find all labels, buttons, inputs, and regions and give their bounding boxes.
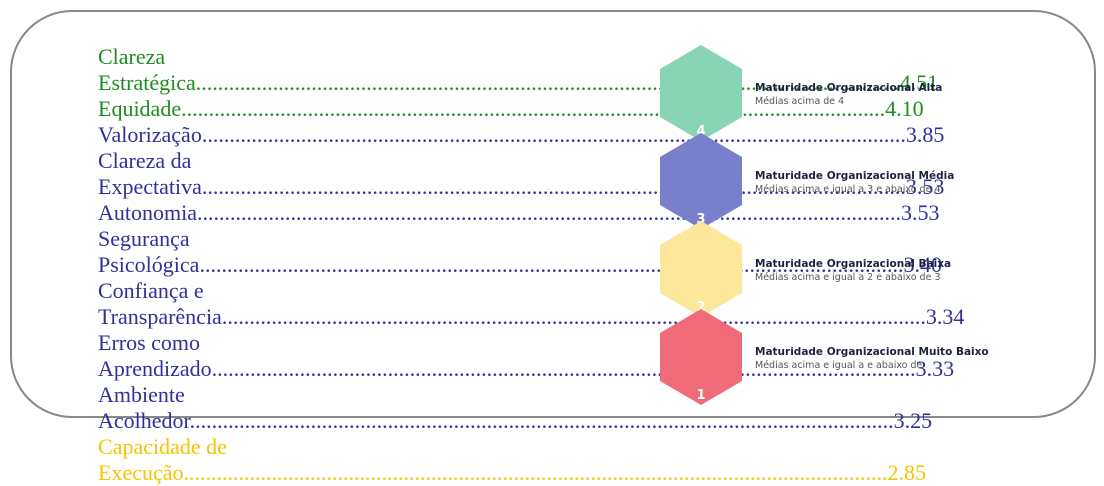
leader-dots <box>196 70 900 95</box>
leader-dots <box>199 252 903 277</box>
item-label: Clareza Estratégica <box>98 44 196 95</box>
item-value: 3.53 <box>901 200 940 225</box>
item-value: 3.40 <box>903 252 942 277</box>
leader-dots <box>181 96 885 121</box>
item-label: Autonomia <box>98 200 197 225</box>
item-label: Clareza da Expectativa <box>98 148 202 199</box>
list-row: Clareza Estratégica 4.51 <box>98 44 938 96</box>
frame <box>10 10 1096 418</box>
item-value: 3.85 <box>905 122 945 147</box>
item-label: Valorização <box>98 122 202 147</box>
list-row: Segurança Psicológica 3.40 <box>98 226 942 278</box>
list-row: Erros como Aprendizado 3.33 <box>98 330 954 382</box>
item-value: 3.33 <box>915 356 955 381</box>
item-value: 2.85 <box>887 460 927 485</box>
level-title: Maturidade Organizacional Muito Baixo <box>755 346 989 358</box>
leader-dots <box>202 122 906 147</box>
leader-dots <box>202 174 906 199</box>
item-value: 4.10 <box>885 96 924 121</box>
level-title: Maturidade Organizacional Média <box>755 170 954 182</box>
hexagon <box>660 221 742 317</box>
leader-dots <box>222 304 926 329</box>
dimension-list: Clareza Estratégica4.51Equidade4.10Valor… <box>98 44 964 486</box>
hexagon <box>660 133 742 229</box>
list-row: Capacidade de Execução2.85 <box>98 434 926 486</box>
item-value: 3.53 <box>905 174 945 199</box>
scale-marker: 4 <box>696 124 705 139</box>
item-value: 4.51 <box>899 70 939 95</box>
scale-marker: 2 <box>696 300 705 315</box>
hexagon <box>660 45 742 141</box>
item-value: 3.34 <box>925 304 965 329</box>
level-title: Maturidade Organizacional Alta <box>755 82 942 94</box>
list-row: Clareza da Expectativa 3.53 <box>98 148 944 200</box>
list-row: Valorização 3.85 <box>98 122 944 148</box>
scale-marker: 1 <box>696 388 705 403</box>
list-row: Confiança e Transparência 3.34 <box>98 278 964 330</box>
level-description: Médias acima e igual a 2 e abaixo de 3 <box>755 272 941 283</box>
scale-marker: 3 <box>696 212 705 227</box>
level-description: Médias acima e igual a 3 e abaixo de 4 <box>755 184 941 195</box>
hexagon <box>660 309 742 405</box>
item-label: Equidade <box>98 96 182 121</box>
item-label: Segurança Psicológica <box>98 226 200 277</box>
item-label: Erros como Aprendizado <box>98 330 212 381</box>
list-row: Equidade 4.10 <box>98 96 924 122</box>
leader-dots <box>212 356 916 381</box>
page: Clareza Estratégica4.51Equidade4.10Valor… <box>10 10 1096 485</box>
list-row: Autonomia 3.53 <box>98 200 940 226</box>
item-label: Confiança e Transparência <box>98 278 222 329</box>
leader-dots <box>184 460 888 485</box>
leader-dots <box>197 200 901 225</box>
level-description: Médias acima de 4 <box>755 96 844 107</box>
level-description: Médias acima e igual a e abaixo de <box>755 360 923 371</box>
level-title: Maturidade Organizacional Baixa <box>755 258 951 270</box>
